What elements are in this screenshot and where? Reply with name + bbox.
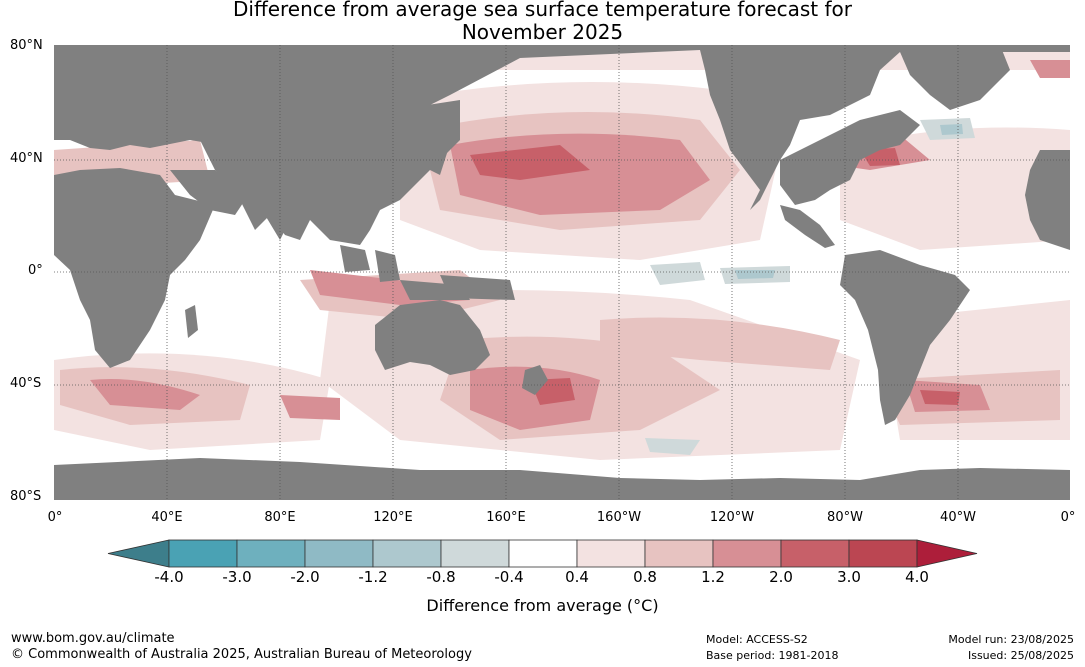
colorbar-tick: 2.0	[769, 568, 793, 586]
colorbar-swatch	[576, 539, 646, 568]
colorbar-tick: 0.4	[565, 568, 589, 586]
map-title-line-1: Difference from average sea surface temp…	[232, 0, 852, 21]
colorbar-swatch	[168, 539, 238, 568]
lat-label: 0°	[28, 263, 43, 278]
colorbar-tick: -1.2	[358, 568, 388, 586]
colorbar-tick: -3.0	[222, 568, 252, 586]
colorbar-tick: -4.0	[154, 568, 184, 586]
map-title-line-2: November 2025	[461, 20, 624, 44]
lon-label: 80°E	[264, 510, 296, 525]
colorbar-title: Difference from average (°C)	[426, 596, 659, 615]
colorbar-swatch	[848, 539, 918, 568]
colorbar-swatch	[644, 539, 714, 568]
land-layer	[54, 45, 1070, 500]
colorbar-tick: 0.8	[633, 568, 657, 586]
footer-issued: Issued: 25/08/2025	[967, 649, 1074, 662]
lon-label: 0°	[47, 510, 63, 525]
lon-label: 80°W	[827, 510, 863, 525]
colorbar-extend-low	[107, 539, 170, 568]
lon-label: 40°W	[940, 510, 976, 525]
footer-model-run: Model run: 23/08/2025	[948, 633, 1074, 646]
colorbar-extend-high	[916, 539, 978, 568]
lat-label: 40°S	[10, 376, 42, 391]
colorbar-swatch	[372, 539, 442, 568]
colorbar-swatch	[712, 539, 782, 568]
colorbar	[107, 539, 978, 568]
lon-label: 40°E	[151, 510, 183, 525]
colorbar-tick: 1.2	[701, 568, 725, 586]
colorbar-swatch	[780, 539, 850, 568]
footer-copyright: © Commonwealth of Australia 2025, Austra…	[11, 647, 472, 662]
colorbar-tick: -0.4	[494, 568, 524, 586]
lon-label: 0°	[1060, 510, 1076, 525]
colorbar-swatch	[508, 539, 578, 568]
colorbar-tick: 3.0	[837, 568, 861, 586]
colorbar-swatch	[236, 539, 306, 568]
footer-base-period: Base period: 1981-2018	[706, 649, 839, 662]
colorbar-swatch	[304, 539, 374, 568]
lon-label: 160°E	[486, 510, 526, 525]
colorbar-tick: -0.8	[426, 568, 456, 586]
lon-label: 160°W	[596, 510, 642, 525]
colorbar-swatch	[440, 539, 510, 568]
lat-label: 80°S	[10, 489, 42, 504]
lat-label: 40°N	[10, 151, 43, 166]
lat-label: 80°N	[10, 38, 43, 53]
footer-url: www.bom.gov.au/climate	[11, 631, 175, 646]
lon-label: 120°W	[709, 510, 755, 525]
map-canvas	[54, 45, 1070, 500]
graticule	[54, 45, 1070, 500]
colorbar-tick: 4.0	[905, 568, 929, 586]
footer-model: Model: ACCESS-S2	[706, 633, 808, 646]
lon-label: 120°E	[373, 510, 413, 525]
colorbar-tick: -2.0	[290, 568, 320, 586]
